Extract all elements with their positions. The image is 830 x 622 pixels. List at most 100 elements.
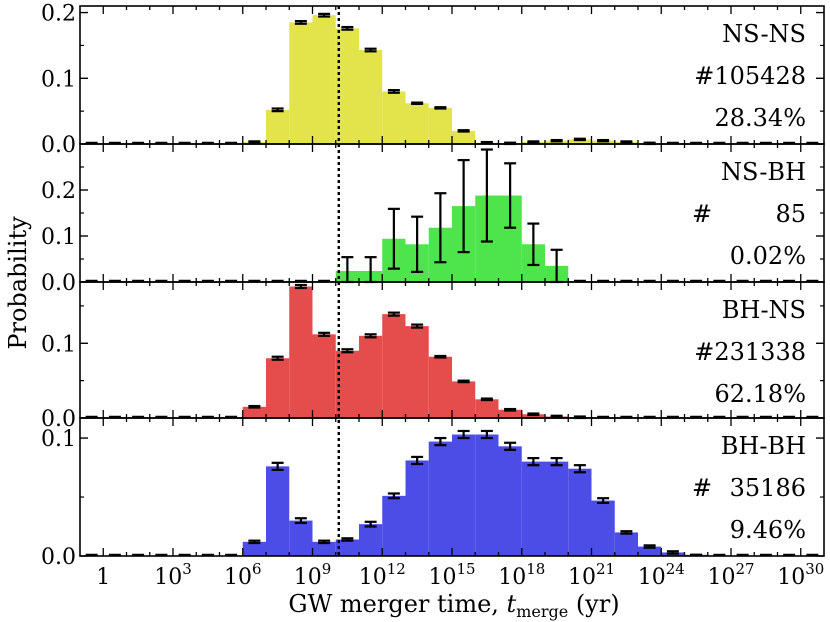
error-bar xyxy=(434,106,447,110)
panel-fraction: 62.18% xyxy=(714,380,806,408)
bar xyxy=(568,468,592,556)
error-bar xyxy=(411,323,424,329)
panel-bh-bh: 0.0 0.1 BH-BH # 35186 9.46% xyxy=(41,417,825,570)
y-tick-label: 0.1 xyxy=(41,225,76,250)
bar xyxy=(452,130,476,144)
x-tick-label-base: 10 xyxy=(568,565,596,590)
bar xyxy=(266,466,290,556)
y-tick-label: 0.0 xyxy=(41,545,76,570)
x-tick-label: 1012 xyxy=(359,560,406,590)
panel-count: 35186 xyxy=(730,474,806,502)
error-bar xyxy=(666,550,679,555)
bar xyxy=(405,460,429,556)
error-bar xyxy=(341,537,354,542)
y-tick-label: 0.2 xyxy=(41,2,76,27)
bar xyxy=(335,350,359,418)
error-bar xyxy=(248,140,261,144)
y-tick-label: 0.2 xyxy=(41,179,76,204)
bar xyxy=(428,441,452,556)
error-bar xyxy=(504,407,517,412)
bar xyxy=(242,541,266,556)
bar xyxy=(335,28,359,144)
panel-fraction: 9.46% xyxy=(730,516,806,544)
x-tick-label: 1015 xyxy=(428,560,475,590)
error-bar xyxy=(271,107,284,113)
panel-fraction: 28.34% xyxy=(714,104,806,132)
x-tick-label-exponent: 24 xyxy=(666,560,685,578)
error-bar xyxy=(341,348,354,354)
bar xyxy=(452,381,476,418)
error-bar xyxy=(550,457,563,467)
error-bar xyxy=(457,429,470,440)
x-tick-label-exponent: 12 xyxy=(387,560,406,578)
error-bar xyxy=(527,140,540,144)
x-tick-label-base: 10 xyxy=(224,565,252,590)
error-bar xyxy=(597,138,610,143)
error-bar xyxy=(527,222,540,267)
bar xyxy=(452,434,476,556)
bar xyxy=(405,103,429,144)
bar xyxy=(475,399,499,418)
y-axis-title: Probability xyxy=(4,216,32,350)
x-tick-label-exponent: 18 xyxy=(526,560,545,578)
bar xyxy=(614,532,638,556)
error-bar xyxy=(480,140,493,145)
bar xyxy=(428,356,452,418)
x-axis-title-unit: (yr) xyxy=(568,590,619,618)
y-tick-label: 0.0 xyxy=(41,271,76,296)
error-bar xyxy=(550,414,563,419)
error-bar xyxy=(527,457,540,467)
x-tick-label-exponent: 3 xyxy=(182,560,192,578)
error-bar xyxy=(294,20,307,25)
error-bar xyxy=(457,129,470,133)
error-bar xyxy=(504,441,517,451)
x-tick-label: 1018 xyxy=(498,560,545,590)
error-bar xyxy=(457,379,470,384)
bar xyxy=(591,500,615,556)
y-tick-label: 0.1 xyxy=(41,427,76,452)
panel-count: #105428 xyxy=(694,62,806,90)
error-bar xyxy=(550,138,563,143)
error-bar xyxy=(387,89,400,94)
error-bar xyxy=(318,539,331,545)
bar xyxy=(498,195,522,282)
error-bar xyxy=(364,333,377,339)
x-tick-label: 1 xyxy=(96,565,110,590)
error-bar xyxy=(387,207,400,270)
error-bar xyxy=(248,539,261,545)
x-tick-label-exponent: 6 xyxy=(252,560,262,578)
panel-label: NS-BH xyxy=(721,158,806,186)
x-tick-label-base: 10 xyxy=(638,565,666,590)
bar xyxy=(312,334,336,418)
error-bar xyxy=(411,101,424,106)
error-bar xyxy=(318,12,331,18)
x-tick-label: 1021 xyxy=(568,560,615,590)
bar xyxy=(266,358,290,418)
x-tick-label-base: 10 xyxy=(707,565,735,590)
bar xyxy=(382,495,406,556)
error-bar xyxy=(480,429,493,440)
x-tick-label-exponent: 21 xyxy=(596,560,615,578)
panel-ns-ns: 0.0 0.1 0.2 NS-NS #105428 28.34% xyxy=(41,2,825,158)
error-bar xyxy=(341,25,354,31)
bar xyxy=(638,546,662,556)
error-bar xyxy=(457,159,470,254)
error-bar xyxy=(573,464,586,474)
bar xyxy=(498,446,522,556)
bar xyxy=(405,326,429,418)
error-bar xyxy=(434,354,447,359)
error-bar xyxy=(620,530,633,535)
x-tick-label-base: 1 xyxy=(96,565,110,590)
x-tick-label-exponent: 9 xyxy=(322,560,332,578)
error-bar xyxy=(364,47,377,53)
y-tick-label: 0.1 xyxy=(41,332,76,357)
error-bar xyxy=(294,517,307,525)
bar xyxy=(289,22,313,144)
y-tick-label: 0.1 xyxy=(41,67,76,92)
error-bar xyxy=(364,520,377,528)
error-bar xyxy=(387,311,400,317)
bar xyxy=(568,139,592,144)
error-bar xyxy=(294,283,307,290)
x-tick-label-exponent: 30 xyxy=(805,560,824,578)
